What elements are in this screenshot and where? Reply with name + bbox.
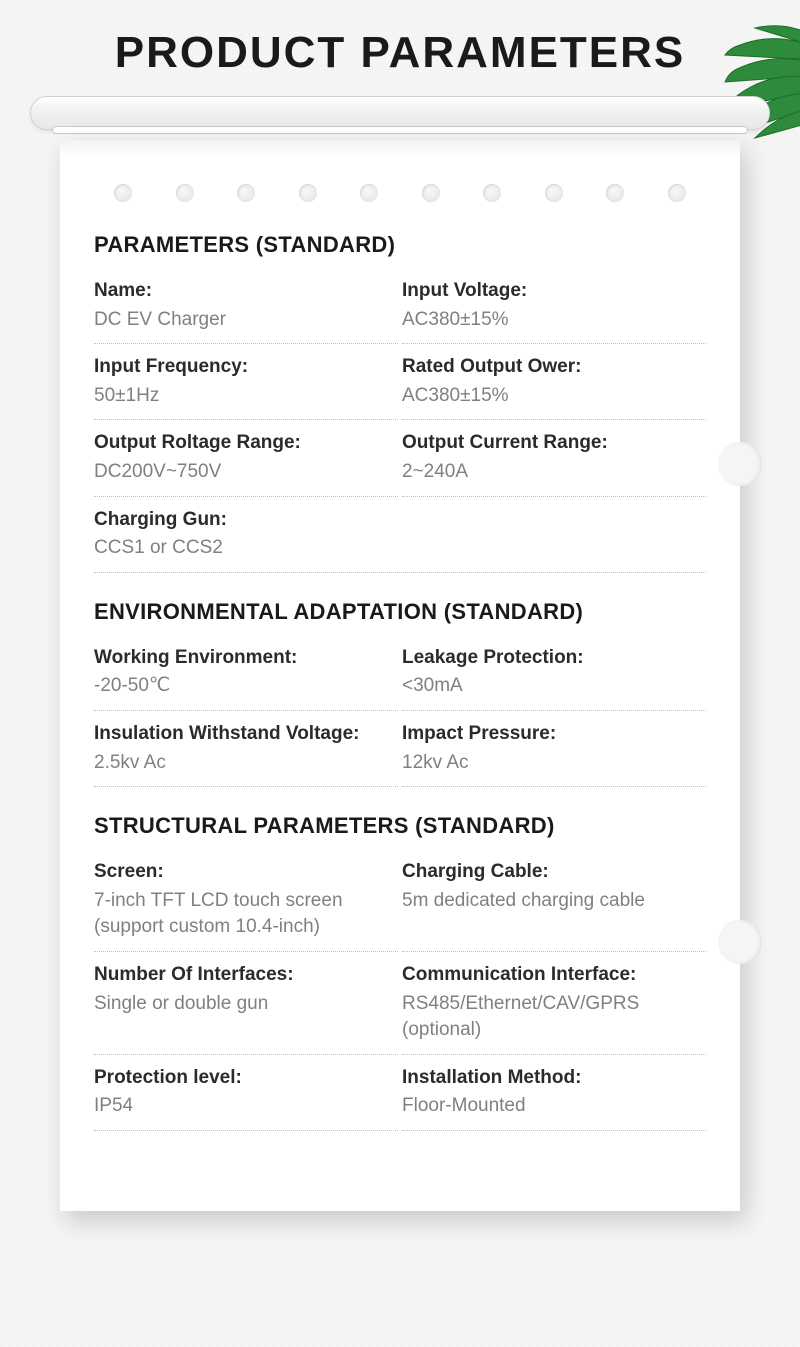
param-label: Number Of Interfaces: <box>94 962 398 989</box>
param-label: Installation Method: <box>402 1065 706 1092</box>
param-label: Leakage Protection: <box>402 645 706 672</box>
structural-grid: Screen: 7-inch TFT LCD touch screen (sup… <box>94 849 706 1131</box>
param-label: Screen: <box>94 859 398 886</box>
param-value: CCS1 or CCS2 <box>94 535 706 562</box>
param-label: Output Current Range: <box>402 430 706 457</box>
param-cell: Working Environment: -20-50℃ <box>94 635 398 711</box>
param-label: Charging Gun: <box>94 507 706 534</box>
param-cell: Output Roltage Range: DC200V~750V <box>94 420 398 496</box>
param-cell: Insulation Withstand Voltage: 2.5kv Ac <box>94 711 398 787</box>
param-cell: Protection level: IP54 <box>94 1055 398 1131</box>
param-cell: Input Frequency: 50±1Hz <box>94 344 398 420</box>
param-value: DC200V~750V <box>94 459 398 486</box>
param-cell: Output Current Range: 2~240A <box>402 420 706 496</box>
param-label: Rated Output Ower: <box>402 354 706 381</box>
param-value: Single or double gun <box>94 991 398 1018</box>
param-value: Floor-Mounted <box>402 1093 706 1120</box>
param-cell: Rated Output Ower: AC380±15% <box>402 344 706 420</box>
param-value: AC380±15% <box>402 383 706 410</box>
param-label: Output Roltage Range: <box>94 430 398 457</box>
param-value: 5m dedicated charging cable <box>402 888 706 915</box>
param-cell: Name: DC EV Charger <box>94 268 398 344</box>
param-label: Charging Cable: <box>402 859 706 886</box>
param-label: Working Environment: <box>94 645 398 672</box>
param-cell: Installation Method: Floor-Mounted <box>402 1055 706 1131</box>
section-title-parameters: PARAMETERS (STANDARD) <box>94 232 706 258</box>
param-value: DC EV Charger <box>94 307 398 334</box>
param-cell: Input Voltage: AC380±15% <box>402 268 706 344</box>
param-value: AC380±15% <box>402 307 706 334</box>
param-label: Impact Pressure: <box>402 721 706 748</box>
param-label: Insulation Withstand Voltage: <box>94 721 398 748</box>
param-cell: Charging Gun: CCS1 or CCS2 <box>94 497 706 573</box>
punch-hole-row <box>94 184 706 232</box>
param-label: Name: <box>94 278 398 305</box>
param-value: 2~240A <box>402 459 706 486</box>
param-label: Protection level: <box>94 1065 398 1092</box>
card-notch <box>718 920 762 964</box>
param-cell: Number Of Interfaces: Single or double g… <box>94 952 398 1055</box>
param-cell: Impact Pressure: 12kv Ac <box>402 711 706 787</box>
page-title: PRODUCT PARAMETERS <box>0 0 800 96</box>
param-value: 7-inch TFT LCD touch screen (support cus… <box>94 888 398 941</box>
param-label: Input Voltage: <box>402 278 706 305</box>
section-title-structural: STRUCTURAL PARAMETERS (STANDARD) <box>94 813 706 839</box>
param-value: RS485/Ethernet/CAV/GPRS (optional) <box>402 991 706 1044</box>
param-cell: Charging Cable: 5m dedicated charging ca… <box>402 849 706 952</box>
card-notch <box>718 442 762 486</box>
param-label: Communication Interface: <box>402 962 706 989</box>
param-value: IP54 <box>94 1093 398 1120</box>
param-label: Input Frequency: <box>94 354 398 381</box>
param-value: -20-50℃ <box>94 673 398 700</box>
param-value: <30mA <box>402 673 706 700</box>
parameters-grid: Name: DC EV Charger Input Voltage: AC380… <box>94 268 706 573</box>
spec-card: PARAMETERS (STANDARD) Name: DC EV Charge… <box>60 140 740 1211</box>
param-cell: Screen: 7-inch TFT LCD touch screen (sup… <box>94 849 398 952</box>
section-title-environmental: ENVIRONMENTAL ADAPTATION (STANDARD) <box>94 599 706 625</box>
param-cell: Communication Interface: RS485/Ethernet/… <box>402 952 706 1055</box>
param-value: 2.5kv Ac <box>94 750 398 777</box>
environmental-grid: Working Environment: -20-50℃ Leakage Pro… <box>94 635 706 787</box>
binder-bar <box>30 96 770 130</box>
param-cell: Leakage Protection: <30mA <box>402 635 706 711</box>
param-value: 50±1Hz <box>94 383 398 410</box>
param-value: 12kv Ac <box>402 750 706 777</box>
